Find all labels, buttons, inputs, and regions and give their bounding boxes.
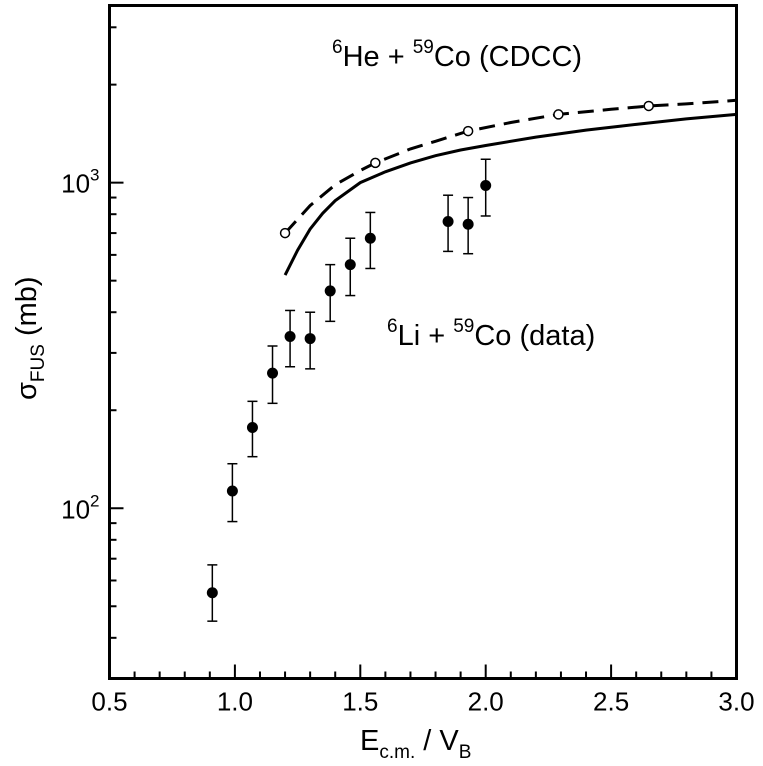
li-data-point	[364, 232, 376, 244]
x-tick-label: 2.0	[468, 687, 504, 717]
li-data-point	[442, 215, 454, 227]
theory-curves	[279, 98, 737, 276]
x-tick-label: 1.5	[342, 687, 378, 717]
li-data-point	[480, 180, 492, 192]
li-data-point	[226, 485, 238, 497]
x-tick-label: 3.0	[718, 687, 754, 717]
he-cdcc-dashed-curve	[283, 98, 737, 235]
x-tick-label: 1.0	[217, 687, 253, 717]
he-cdcc-open-marker	[553, 109, 564, 120]
li-data-point	[246, 422, 258, 434]
he-cdcc-open-marker	[462, 125, 474, 137]
he-cdcc-open-marker	[643, 100, 654, 112]
plot-frame	[108, 4, 738, 680]
li-data-point	[267, 367, 279, 379]
li-data-point	[284, 330, 296, 342]
axis-tick-labels: 0.5 1.0 1.5 2.0 2.5 3.0 102 103	[61, 166, 754, 717]
annotation-li-data: 6Li + 59Co (data)	[387, 316, 595, 352]
data-points	[206, 158, 492, 622]
he-cdcc-open-marker	[370, 157, 381, 169]
x-tick-label: 0.5	[91, 687, 127, 717]
y-axis-label: σFUS (mb)	[11, 276, 49, 400]
li-data-point	[462, 218, 474, 230]
li-data-point	[304, 333, 316, 345]
li-data-point	[324, 285, 336, 297]
li-data-point	[344, 259, 356, 271]
y-tick-label: 103	[61, 166, 99, 199]
li-data-point	[206, 587, 218, 599]
y-tick-label: 102	[61, 491, 99, 524]
li-cdcc-solid-curve	[283, 112, 737, 276]
x-tick-label: 2.5	[593, 687, 629, 717]
he-cdcc-open-marker	[279, 227, 291, 239]
axis-ticks	[108, 26, 738, 680]
annotation-he-cdcc: 6He + 59Co (CDCC)	[332, 37, 582, 73]
x-axis-label: Ec.m. / VB	[360, 725, 471, 763]
